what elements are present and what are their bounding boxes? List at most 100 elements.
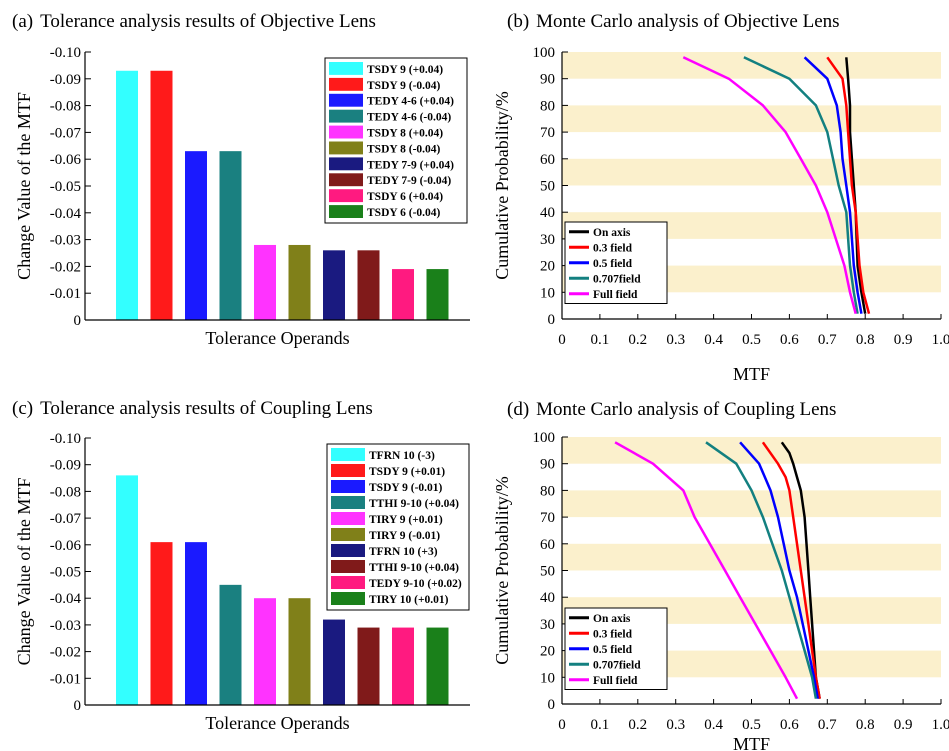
x-tick-label: 0.8 — [856, 332, 875, 348]
y-tick-label: -0.09 — [50, 458, 81, 474]
legend-label: On axis — [593, 613, 631, 625]
line-chart: 0 10 20 30 40 50 60 70 80 90 100 0 0.1 0.2 0.3 0.4 0.5 0.… — [492, 430, 949, 751]
legend-label: TIRY 10 (+0.01) — [369, 594, 449, 606]
legend-label: TSDY 9 (+0.01) — [369, 466, 445, 478]
legend-swatch — [331, 528, 365, 541]
y-tick-label: -0.07 — [50, 125, 82, 141]
y-tick-label: 40 — [540, 590, 555, 606]
bar — [185, 151, 207, 320]
panel-title-text: Monte Carlo analysis of Coupling Lens — [536, 399, 836, 420]
panel-title: (c) Tolerance analysis results of Couplin… — [12, 398, 373, 419]
panel-label: (b) — [507, 11, 529, 32]
bar-chart: 0 -0.01 -0.02 -0.03 -0.04 -0.05 -0.06 -0.07 -0.0… — [14, 45, 470, 348]
legend-swatch — [329, 205, 363, 218]
grid-band — [562, 543, 941, 571]
y-tick-label: -0.01 — [50, 286, 81, 302]
bar — [116, 475, 138, 705]
y-tick-label: 40 — [540, 205, 555, 221]
y-axis-label: Cumulative Probability/% — [492, 476, 512, 664]
legend-label: Full field — [593, 289, 638, 301]
y-tick-label: -0.05 — [50, 179, 81, 195]
x-axis-label: Tolerance Operands — [205, 328, 349, 348]
y-tick-label: 80 — [540, 98, 555, 114]
panel-title-text: Tolerance analysis results of Objective … — [40, 11, 376, 32]
y-tick-label: 70 — [540, 125, 555, 141]
x-tick-label: 0.2 — [628, 717, 647, 733]
grid-band — [562, 490, 941, 518]
y-tick-label: 60 — [540, 537, 555, 553]
y-tick-label: 90 — [540, 457, 555, 473]
legend-label: TIRY 9 (-0.01) — [369, 530, 440, 542]
panel-title-text: Monte Carlo analysis of Objective Lens — [536, 11, 839, 32]
panel-label: (c) — [12, 398, 33, 419]
x-tick-label: 0.4 — [704, 332, 723, 348]
bar — [426, 627, 449, 705]
legend-swatch — [329, 62, 363, 75]
y-tick-label: 0 — [548, 312, 556, 328]
y-tick-label: 30 — [540, 617, 555, 633]
legend: TFRN 10 (-3) TSDY 9 (+0.01) TSDY 9 (-0.01)… — [326, 443, 470, 611]
x-tick-label: 0.1 — [591, 332, 610, 348]
legend-label: TSDY 8 (+0.04) — [367, 128, 443, 140]
y-tick-label: 50 — [540, 564, 555, 580]
y-tick-label: 0 — [548, 697, 556, 713]
legend-label: TEDY 7-9 (+0.04) — [367, 159, 454, 171]
x-tick-label: 0 — [558, 717, 566, 733]
series-line — [803, 56, 863, 314]
x-tick-label: 0.6 — [780, 717, 799, 733]
x-tick-label: 0.6 — [780, 332, 799, 348]
legend-swatch — [331, 576, 365, 589]
legend-label: TEDY 7-9 (-0.04) — [367, 175, 451, 187]
x-tick-label: 0.7 — [818, 717, 837, 733]
x-axis-label: MTF — [733, 364, 770, 384]
x-tick-label: 0.7 — [818, 332, 837, 348]
panel-title: (b) Monte Carlo analysis of Objective Len… — [507, 11, 840, 32]
legend-label: 0.5 field — [593, 644, 633, 656]
y-tick-label: -0.08 — [50, 484, 81, 500]
legend-swatch — [331, 448, 365, 461]
x-tick-label: 0.9 — [894, 332, 913, 348]
legend-swatch — [331, 496, 365, 509]
legend-swatch — [329, 77, 363, 91]
legend-label: 0.3 field — [593, 242, 633, 254]
legend-label: 0.5 field — [593, 258, 633, 270]
y-tick-label: -0.10 — [50, 45, 81, 61]
legend-label: TIRY 9 (+0.01) — [369, 514, 443, 526]
legend-swatch — [331, 464, 365, 477]
legend-label: TTHI 9-10 (+0.04) — [369, 562, 459, 574]
legend-label: Full field — [593, 675, 638, 687]
legend-swatch — [331, 560, 365, 573]
x-tick-label: 0.4 — [704, 717, 723, 733]
panel-title: (a) Tolerance analysis results of Objecti… — [12, 11, 376, 32]
bar — [392, 627, 414, 705]
y-axis-label: Change Value of the MTF — [14, 478, 34, 666]
y-tick-label: -0.06 — [50, 152, 82, 168]
bar-chart: 0 -0.01 -0.02 -0.03 -0.04 -0.05 -0.06 -0.07 -0.0… — [14, 431, 470, 733]
bar — [150, 542, 173, 705]
legend-swatch — [329, 141, 363, 155]
legend-label: TEDY 9-10 (+0.02) — [369, 578, 462, 590]
legend: On axis 0.3 field 0.5 field 0.707field Full … — [564, 607, 668, 690]
grid-band — [562, 437, 941, 464]
legend-swatch — [329, 157, 363, 171]
y-tick-label: 60 — [540, 152, 555, 168]
legend-label: TSDY 9 (-0.04) — [367, 80, 441, 92]
y-tick-label: -0.05 — [50, 565, 81, 581]
x-tick-label: 0.5 — [742, 332, 761, 348]
x-axis-label: MTF — [733, 734, 770, 751]
x-tick-label: 0.8 — [856, 717, 875, 733]
bar — [426, 269, 449, 320]
legend-swatch — [331, 544, 365, 557]
y-tick-label: -0.02 — [50, 259, 81, 275]
x-tick-label: 0.2 — [628, 332, 647, 348]
bar — [392, 269, 414, 320]
grid-band — [562, 105, 941, 133]
bar — [219, 584, 242, 705]
bar — [323, 619, 345, 705]
bar — [219, 151, 242, 320]
bar — [150, 70, 173, 320]
y-tick-label: -0.02 — [50, 645, 81, 661]
y-tick-label: 100 — [533, 430, 556, 446]
legend-swatch — [329, 125, 363, 139]
legend-swatch — [331, 512, 365, 525]
